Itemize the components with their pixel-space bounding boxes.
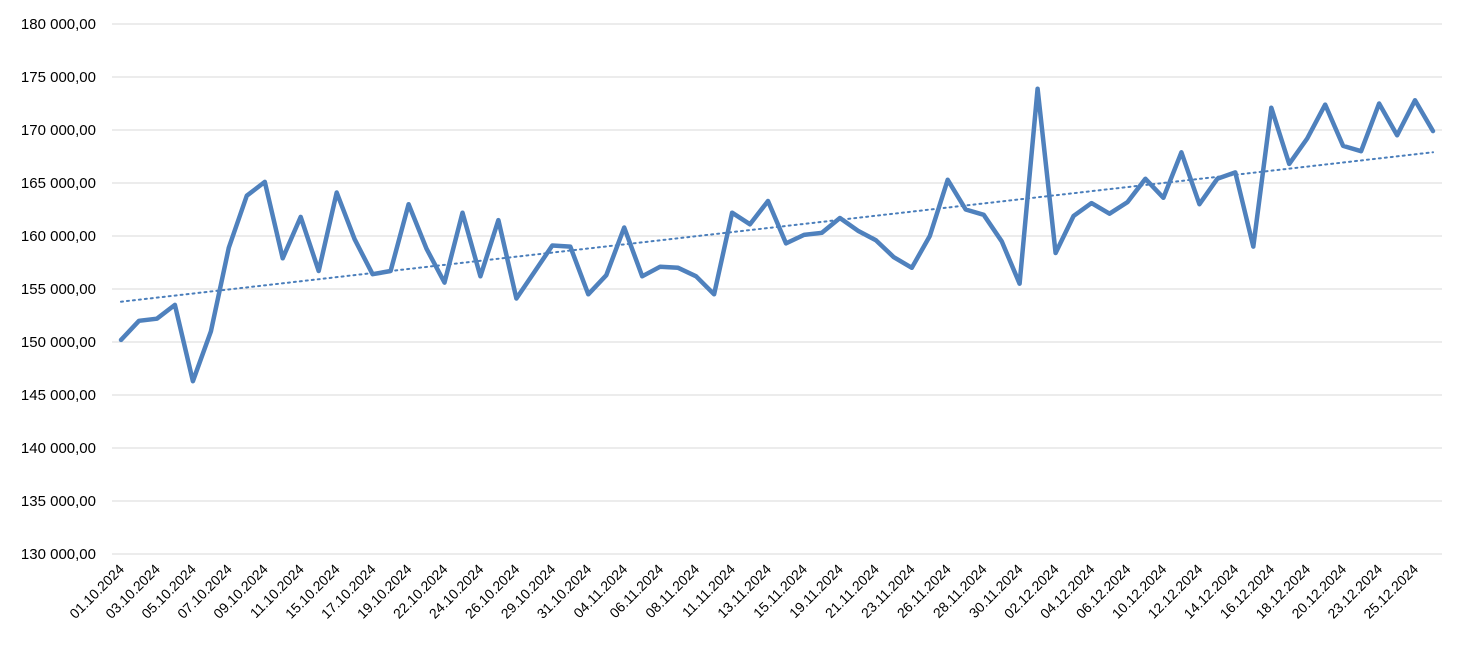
y-tick-label: 160 000,00 — [21, 228, 96, 245]
data-point — [1378, 102, 1380, 105]
data-point — [623, 226, 625, 229]
data-point — [659, 266, 661, 268]
data-point — [1054, 252, 1057, 254]
x-axis-labels: 01.10.202403.10.202405.10.202407.10.2024… — [66, 561, 1421, 622]
data-point — [1432, 130, 1434, 132]
data-point — [1414, 99, 1416, 101]
data-point — [443, 282, 446, 284]
data-point — [389, 270, 392, 272]
y-tick-label: 180 000,00 — [21, 16, 96, 33]
data-point — [372, 273, 374, 275]
series-line — [118, 86, 1436, 384]
data-point — [515, 297, 517, 300]
data-point — [318, 270, 320, 272]
data-point — [605, 274, 607, 276]
data-point — [677, 267, 679, 269]
data-point — [1090, 202, 1093, 204]
data-point — [569, 246, 571, 248]
y-tick-label: 130 000,00 — [21, 546, 96, 563]
data-point — [947, 179, 949, 181]
y-tick-label: 175 000,00 — [21, 69, 96, 86]
data-point — [425, 248, 428, 250]
data-point — [497, 219, 500, 221]
data-point — [354, 238, 356, 240]
y-tick-label: 140 000,00 — [21, 440, 96, 457]
data-point — [983, 214, 985, 216]
data-point — [1288, 163, 1290, 165]
data-point — [264, 181, 266, 183]
data-point — [749, 223, 751, 225]
y-tick-label: 145 000,00 — [21, 387, 96, 404]
data-point — [875, 239, 877, 241]
data-point — [282, 257, 284, 259]
data-point — [1108, 213, 1111, 215]
data-point — [713, 293, 715, 295]
data-point — [1072, 215, 1075, 217]
data-point — [1001, 240, 1003, 242]
data-point — [1360, 150, 1362, 152]
data-point — [767, 200, 769, 202]
data-point — [893, 256, 895, 258]
gridlines — [112, 23, 1442, 555]
data-point — [551, 244, 553, 247]
data-point — [192, 380, 194, 382]
data-point — [461, 212, 464, 214]
y-tick-label: 155 000,00 — [21, 281, 96, 298]
data-point — [479, 275, 482, 277]
data-point — [695, 275, 697, 277]
data-point — [1162, 197, 1165, 199]
data-point — [533, 271, 535, 273]
data-point — [839, 217, 841, 219]
y-axis-labels: 130 000,00 135 000,00 140 000,00 145 000,00… — [21, 16, 96, 563]
y-tick-label: 135 000,00 — [21, 493, 96, 510]
series-layer — [118, 86, 1436, 384]
data-point — [246, 195, 248, 197]
y-tick-label: 150 000,00 — [21, 334, 96, 351]
data-point — [731, 212, 733, 214]
data-point — [1396, 134, 1398, 136]
data-point — [1180, 151, 1182, 153]
data-point — [336, 191, 338, 194]
data-point — [587, 293, 589, 295]
data-point — [210, 330, 212, 332]
data-point — [300, 216, 302, 218]
data-point — [1324, 103, 1326, 106]
data-point — [965, 208, 967, 211]
data-point — [1270, 107, 1272, 109]
data-point — [1342, 145, 1344, 147]
data-point — [803, 234, 805, 236]
data-point — [120, 339, 122, 341]
data-point — [641, 275, 643, 277]
data-point — [1037, 88, 1039, 90]
data-point — [1198, 203, 1200, 205]
data-point — [138, 320, 140, 322]
data-point — [407, 203, 410, 205]
data-point — [821, 232, 823, 234]
data-point — [1306, 137, 1308, 140]
data-point — [929, 235, 931, 237]
data-point — [1144, 178, 1147, 180]
data-point — [1126, 201, 1129, 203]
y-tick-label: 170 000,00 — [21, 122, 96, 139]
data-point — [1252, 246, 1254, 248]
data-point — [857, 230, 859, 232]
data-point — [1234, 171, 1236, 173]
data-point — [911, 267, 913, 269]
data-point — [228, 247, 230, 249]
data-point — [156, 318, 158, 320]
data-point — [1216, 178, 1218, 180]
data-point — [174, 304, 176, 306]
data-point — [1019, 283, 1021, 285]
y-tick-label: 165 000,00 — [21, 175, 96, 192]
data-point — [785, 242, 787, 245]
